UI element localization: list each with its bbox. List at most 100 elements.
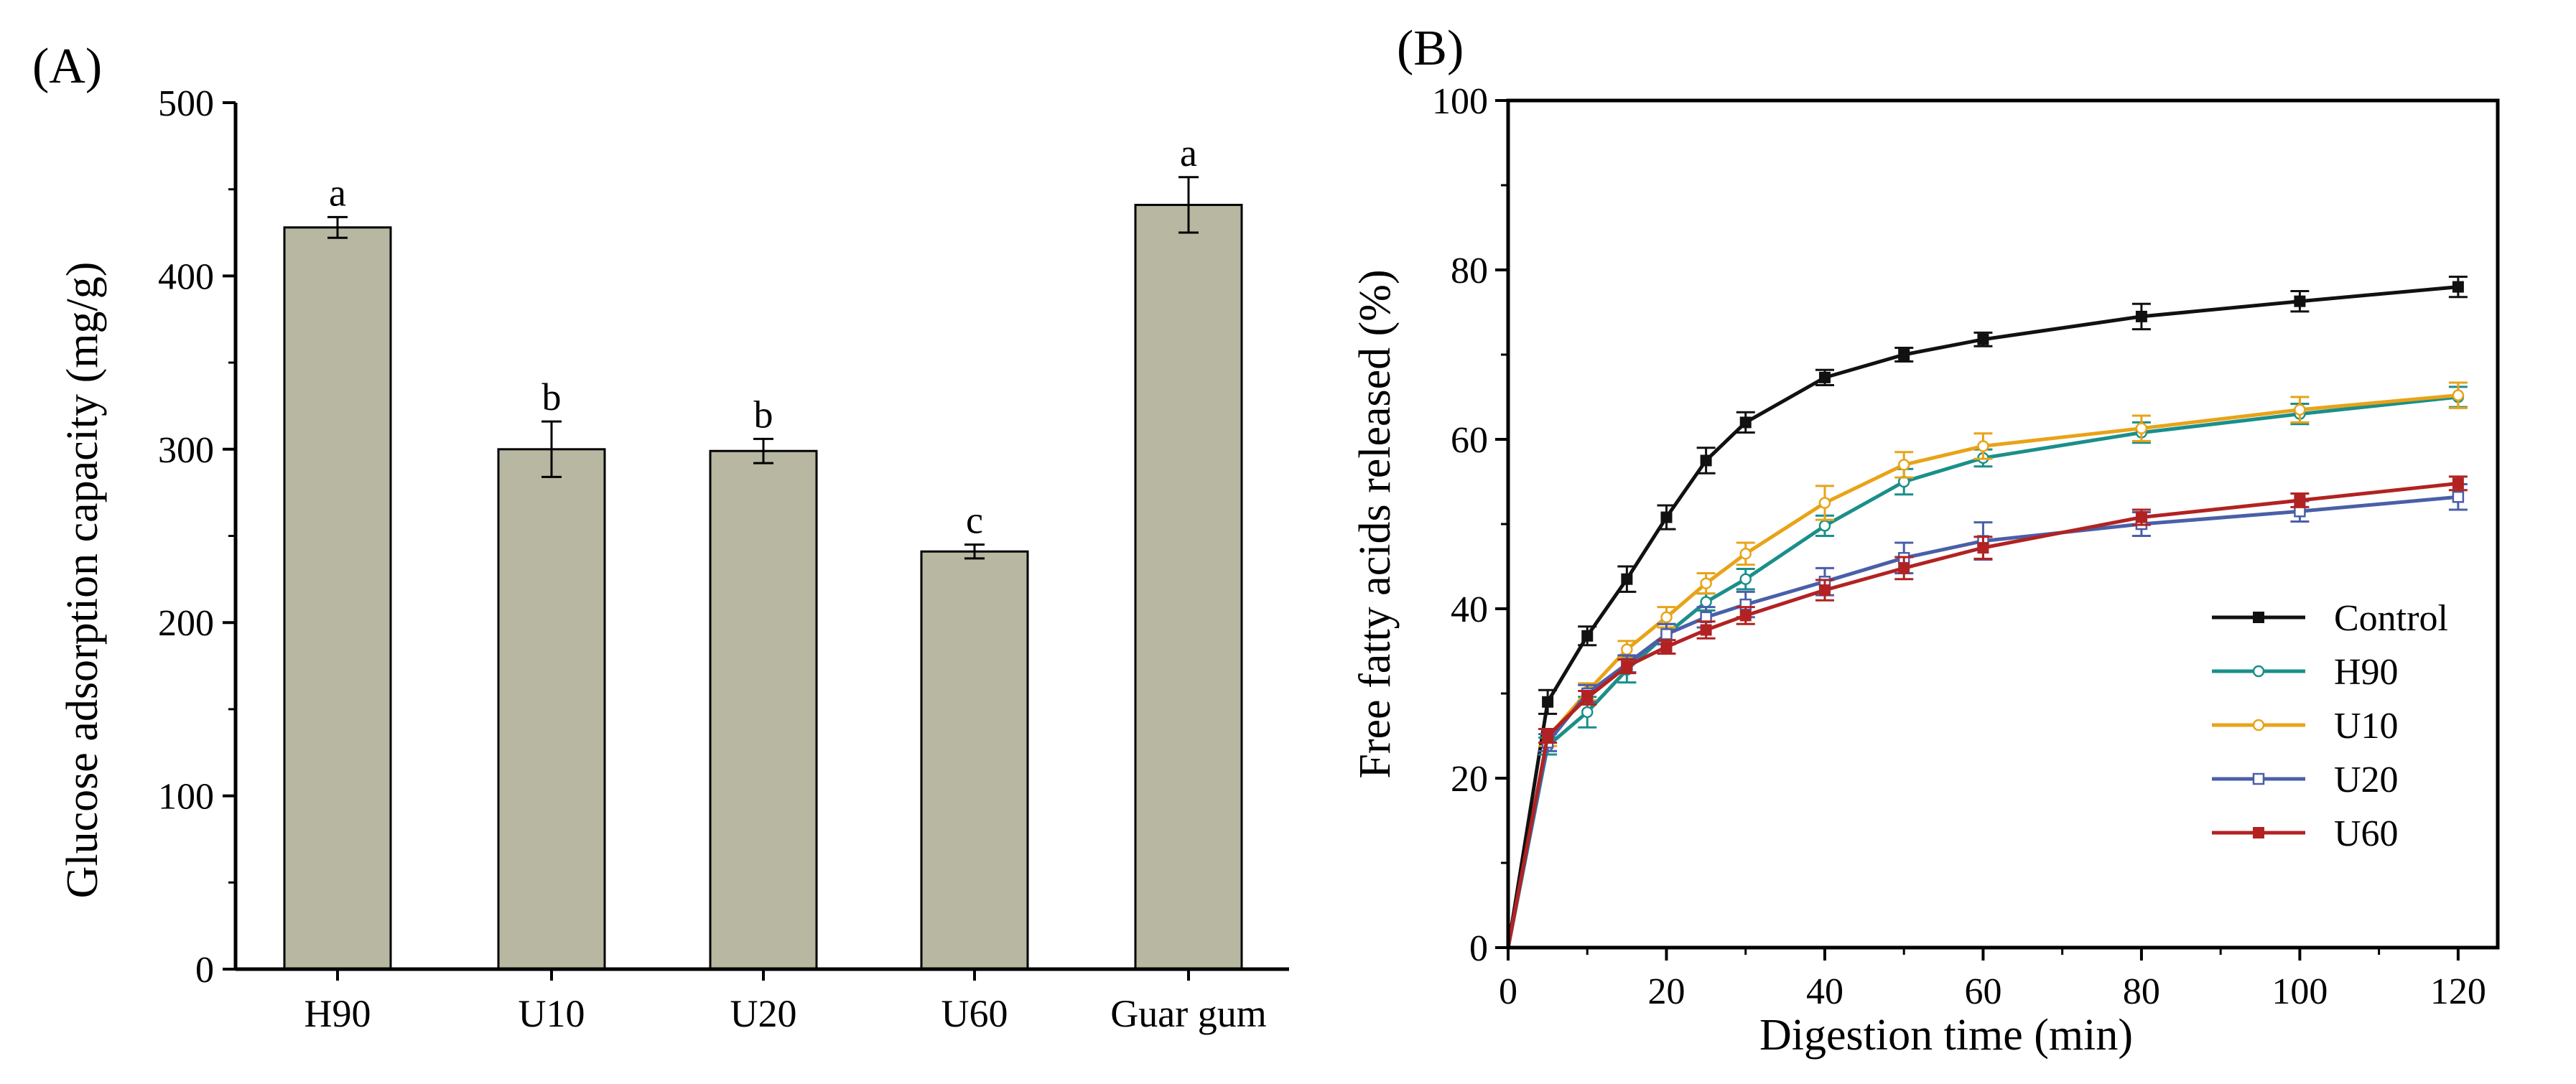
data-point-control-10	[2135, 310, 2147, 322]
y-tick-label-4: 80	[1451, 251, 1488, 291]
panel-b-series	[1506, 275, 2468, 948]
data-point-u10-11	[2294, 403, 2306, 416]
data-point-u10-4	[1660, 611, 1673, 624]
y-tick-label-5: 100	[1432, 81, 1488, 122]
data-point-u60-10	[2135, 511, 2147, 523]
data-point-u60-8	[1898, 562, 1910, 574]
panel-b: (B) Free fatty acids released (%) Digest…	[1351, 21, 2500, 1060]
data-point-u20-4	[1660, 628, 1673, 640]
panel-b-label: (B)	[1397, 21, 1464, 76]
data-point-u60-6	[1739, 609, 1752, 622]
panel-b-legend: Control H90 U10 U20 U60	[2212, 598, 2448, 854]
significance-letter-3: c	[966, 499, 983, 542]
legend-marker-h90	[2252, 665, 2265, 678]
data-point-control-5	[1700, 454, 1712, 467]
x-tick-label-4: 80	[2123, 971, 2160, 1012]
significance-letter-1: b	[542, 375, 562, 419]
series-line-control	[1506, 285, 2459, 948]
x-tick-label-1: U10	[519, 992, 585, 1035]
data-point-u10-6	[1739, 548, 1752, 560]
y-tick-label-2: 40	[1451, 589, 1488, 630]
bar-guar-gum	[1134, 203, 1243, 971]
x-tick-label-5: 100	[2272, 971, 2328, 1012]
y-tick-label-1: 20	[1451, 759, 1488, 800]
legend-marker-u60	[2253, 827, 2264, 838]
data-point-control-4	[1660, 511, 1673, 523]
data-point-u10-5	[1700, 577, 1712, 589]
bar-u20	[709, 449, 818, 971]
data-point-u60-4	[1660, 641, 1673, 653]
panel-a-label: (A)	[32, 39, 102, 94]
series-control	[1506, 275, 2468, 948]
legend-marker-u10	[2252, 719, 2265, 732]
data-point-u10-10	[2135, 422, 2148, 434]
legend-label-u10: U10	[2334, 706, 2399, 747]
y-tick-label-4: 400	[158, 256, 214, 297]
x-tick-label-2: U20	[730, 992, 797, 1035]
legend-marker-u20	[2252, 772, 2265, 785]
data-point-u60-11	[2294, 494, 2306, 506]
data-point-h90-5	[1700, 596, 1712, 608]
panel-a: (A) Glucose adsorption capacity (mg/g) a…	[32, 39, 1289, 1035]
data-point-control-7	[1818, 371, 1831, 383]
data-point-control-8	[1898, 349, 1910, 360]
y-tick-label-0: 0	[1469, 928, 1488, 969]
panel-b-x-axis-title: Digestion time (min)	[1759, 1011, 2133, 1060]
series-line-h90	[1506, 395, 2459, 948]
x-tick-label-0: 0	[1499, 971, 1517, 1012]
bar-u10	[497, 448, 606, 971]
data-point-u10-9	[1977, 440, 1989, 452]
legend-label-h90: H90	[2334, 652, 2399, 693]
data-point-control-2	[1581, 630, 1594, 642]
data-point-u10-7	[1818, 497, 1831, 509]
x-tick-label-3: 60	[1964, 971, 2001, 1012]
panel-a-y-axis-title: Glucose adsorption capacity (mg/g)	[58, 262, 107, 899]
series-h90	[1506, 386, 2468, 948]
y-tick-label-2: 200	[158, 603, 214, 644]
data-point-control-9	[1977, 333, 1989, 345]
legend-label-u60: U60	[2334, 813, 2399, 854]
bar-u60	[920, 550, 1029, 971]
data-point-control-6	[1739, 416, 1752, 429]
y-tick-label-3: 60	[1451, 420, 1488, 461]
x-tick-label-6: 120	[2430, 971, 2486, 1012]
data-point-u60-2	[1581, 691, 1594, 704]
legend-marker-control	[2253, 612, 2264, 623]
data-point-u10-3	[1621, 643, 1633, 655]
panel-b-y-axis-title: Free fatty acids released (%)	[1351, 269, 1400, 778]
data-point-u60-7	[1818, 584, 1831, 597]
data-point-control-1	[1542, 696, 1554, 708]
legend-label-control: Control	[2334, 598, 2448, 639]
x-tick-label-4: Guar gum	[1110, 992, 1266, 1035]
series-u60	[1506, 475, 2468, 948]
series-line-u20	[1506, 495, 2459, 948]
data-point-h90-6	[1739, 573, 1752, 585]
panel-a-axes: H90 U10 U20 U60 Guar gum 0 100 200 300 400 500	[158, 83, 1289, 1035]
data-point-u60-1	[1542, 730, 1554, 742]
significance-letter-4: a	[1180, 131, 1197, 174]
y-tick-label-3: 300	[158, 430, 214, 471]
data-point-u60-9	[1977, 542, 1989, 554]
series-u20	[1506, 483, 2468, 948]
y-tick-label-1: 100	[158, 777, 214, 818]
bar-h90	[283, 226, 392, 971]
x-tick-label-3: U60	[941, 992, 1008, 1035]
y-tick-label-5: 500	[158, 83, 214, 124]
significance-letter-2: b	[754, 393, 773, 436]
data-point-u10-12	[2452, 389, 2465, 401]
significance-letter-0: a	[329, 171, 346, 214]
legend-label-u20: U20	[2334, 760, 2399, 800]
data-point-h90-2	[1581, 706, 1594, 719]
data-point-h90-7	[1818, 520, 1831, 532]
data-point-u60-5	[1700, 624, 1712, 636]
data-point-u60-12	[2452, 477, 2464, 490]
data-point-control-12	[2452, 281, 2464, 293]
data-point-u60-3	[1621, 660, 1633, 673]
x-tick-label-1: 20	[1647, 971, 1685, 1012]
data-point-control-3	[1621, 573, 1633, 585]
x-tick-label-2: 40	[1806, 971, 1843, 1012]
panel-a-bars: a b b c a	[283, 131, 1243, 971]
data-point-u20-12	[2452, 490, 2465, 503]
x-tick-label-0: H90	[304, 992, 371, 1035]
